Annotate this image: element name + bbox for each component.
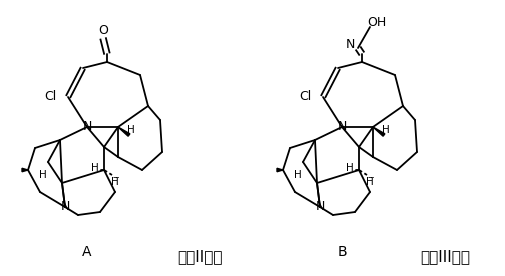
Text: Cl: Cl bbox=[44, 91, 56, 104]
Text: H̅: H̅ bbox=[111, 177, 119, 187]
Polygon shape bbox=[118, 127, 130, 136]
Text: N: N bbox=[315, 200, 324, 214]
Text: H: H bbox=[381, 125, 389, 135]
Text: 式（II），: 式（II）， bbox=[177, 250, 222, 264]
Polygon shape bbox=[372, 127, 384, 136]
Text: H̅: H̅ bbox=[366, 177, 373, 187]
Text: N: N bbox=[337, 121, 346, 134]
Text: N: N bbox=[345, 38, 355, 51]
Text: B: B bbox=[336, 245, 346, 259]
Polygon shape bbox=[276, 168, 282, 172]
Text: H: H bbox=[345, 163, 353, 173]
Text: 式（III）。: 式（III）。 bbox=[419, 250, 469, 264]
Text: H: H bbox=[127, 125, 135, 135]
Text: A: A bbox=[82, 245, 91, 259]
Text: N: N bbox=[60, 200, 70, 214]
Text: Cl: Cl bbox=[298, 91, 311, 104]
Polygon shape bbox=[22, 168, 28, 172]
Text: H: H bbox=[293, 170, 301, 180]
Text: H: H bbox=[39, 170, 47, 180]
Text: H: H bbox=[91, 163, 98, 173]
Text: O: O bbox=[98, 23, 108, 36]
Text: OH: OH bbox=[367, 15, 386, 28]
Text: N: N bbox=[82, 121, 91, 134]
